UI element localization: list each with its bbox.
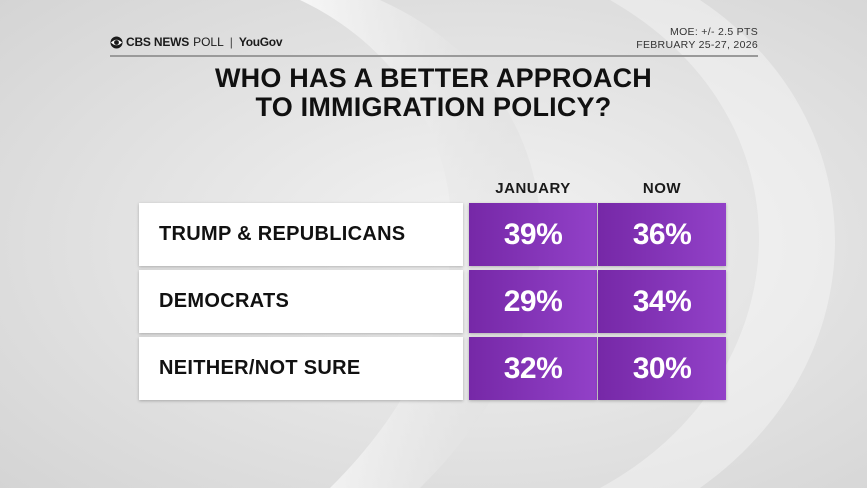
logo-brand: CBS NEWS bbox=[126, 35, 190, 49]
column-header-now: NOW bbox=[642, 180, 682, 197]
logo-separator: | bbox=[229, 35, 233, 49]
yougov-logo: YouGov bbox=[238, 35, 283, 49]
title-line-2: TO IMMIGRATION POLICY? bbox=[255, 92, 612, 122]
poll-dates: FEBRUARY 25-27, 2026 bbox=[636, 39, 758, 51]
value-cell-now-row-2: 34% bbox=[598, 270, 726, 333]
poll-meta: MOE: +/- 2.5 PTS FEBRUARY 25-27, 2026 bbox=[636, 26, 758, 52]
logo-poll: POLL bbox=[193, 35, 224, 49]
row-label-neither-not-sure: NEITHER/NOT SURE bbox=[139, 337, 463, 400]
title-line-1: WHO HAS A BETTER APPROACH bbox=[215, 63, 652, 93]
row-label-trump-republicans: TRUMP & REPUBLICANS bbox=[139, 203, 463, 266]
chart-title: WHO HAS A BETTER APPROACH TO IMMIGRATION… bbox=[0, 64, 867, 122]
header-divider bbox=[110, 55, 758, 57]
value-cell-january-row-3: 32% bbox=[469, 337, 597, 400]
column-header-january: JANUARY bbox=[495, 180, 571, 197]
value-cell-january-row-1: 39% bbox=[469, 203, 597, 266]
value-cell-now-row-1: 36% bbox=[598, 203, 726, 266]
cbs-news-poll-logo: CBS NEWS POLL | YouGov bbox=[110, 35, 283, 49]
cbs-eye-icon bbox=[110, 35, 123, 49]
value-cell-january-row-2: 29% bbox=[469, 270, 597, 333]
value-cell-now-row-3: 30% bbox=[598, 337, 726, 400]
row-label-democrats: DEMOCRATS bbox=[139, 270, 463, 333]
header: CBS NEWS POLL | YouGov MOE: +/- 2.5 PTS … bbox=[110, 26, 758, 54]
margin-of-error: MOE: +/- 2.5 PTS bbox=[670, 26, 758, 38]
